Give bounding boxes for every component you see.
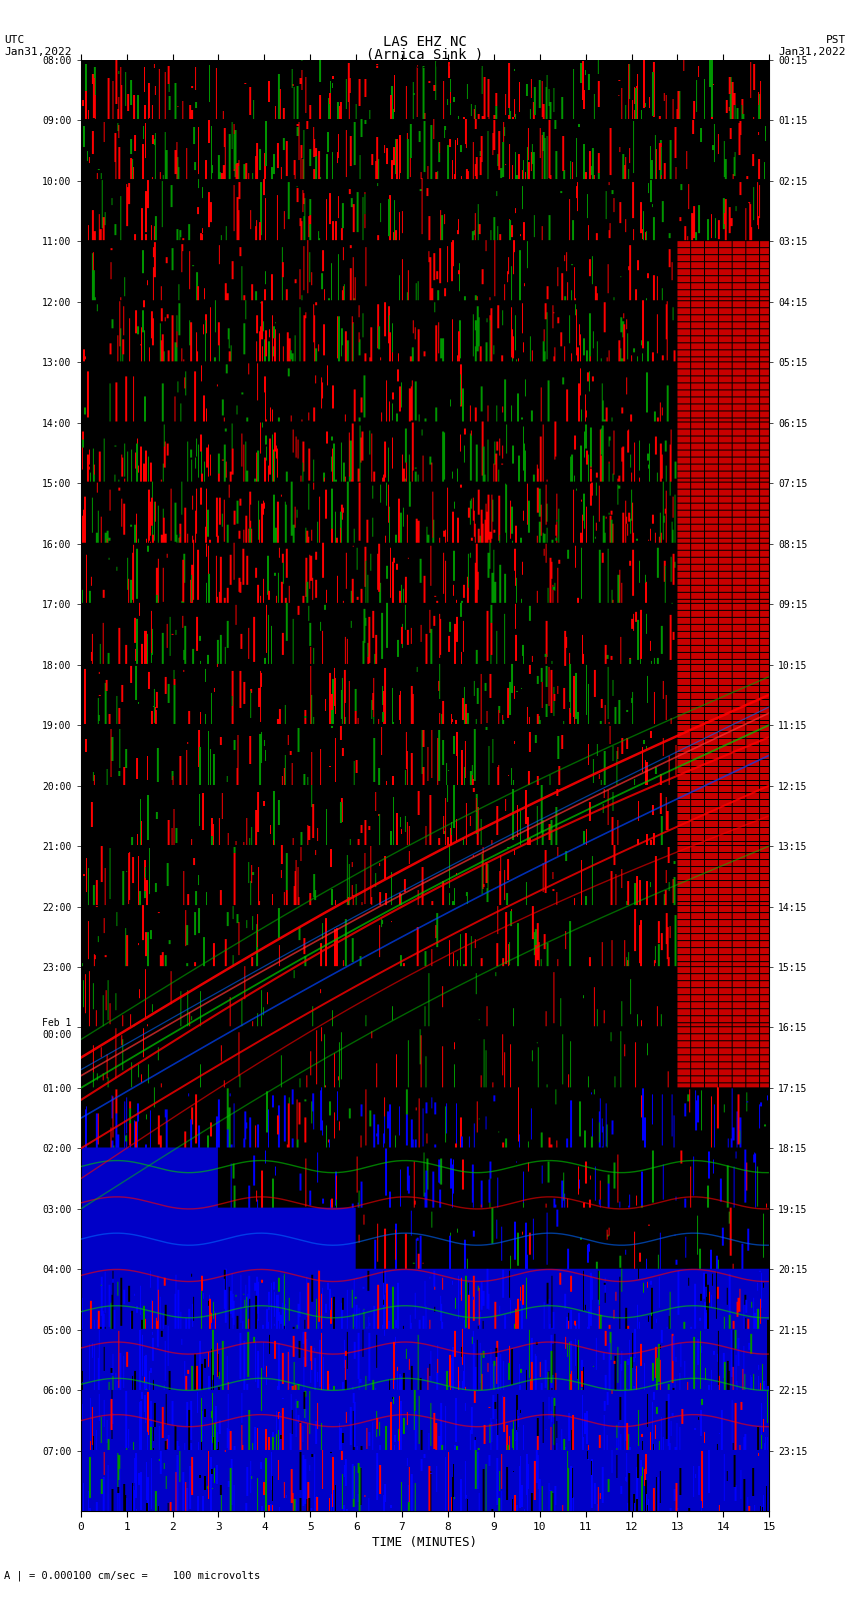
X-axis label: TIME (MINUTES): TIME (MINUTES) (372, 1536, 478, 1548)
Text: I = 0.000100 cm/sec: I = 0.000100 cm/sec (361, 60, 489, 71)
Text: Jan31,2022: Jan31,2022 (779, 47, 846, 56)
Text: A | = 0.000100 cm/sec =    100 microvolts: A | = 0.000100 cm/sec = 100 microvolts (4, 1569, 260, 1581)
Text: Jan31,2022: Jan31,2022 (4, 47, 71, 56)
Text: PST: PST (825, 35, 846, 45)
Text: UTC: UTC (4, 35, 25, 45)
Text: (Arnica Sink ): (Arnica Sink ) (366, 47, 484, 61)
Text: LAS EHZ NC: LAS EHZ NC (383, 35, 467, 48)
